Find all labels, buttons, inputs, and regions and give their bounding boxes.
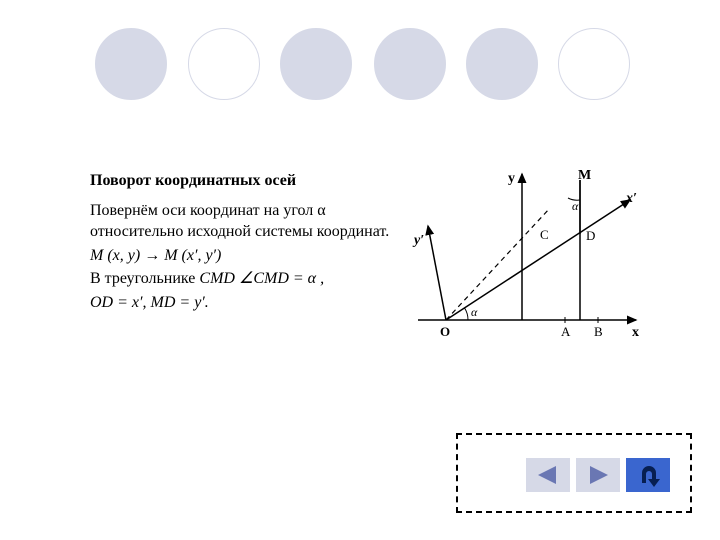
text-block: Поворот координатных осей Повернём оси к… (90, 170, 400, 316)
svg-text:O: O (440, 324, 450, 339)
svg-text:y: y (508, 171, 515, 186)
paragraph-2: В треугольнике CMD ∠CMD = α , (90, 268, 400, 290)
svg-text:α: α (572, 199, 579, 213)
angle-equation: ∠CMD = α , (235, 270, 324, 287)
svg-text:C: C (540, 227, 549, 242)
next-button[interactable] (576, 458, 620, 492)
svg-text:D: D (586, 228, 595, 243)
decor-circle-1 (95, 28, 167, 100)
paragraph-3: OD = x′, MD = y′. (90, 292, 400, 314)
triangle-name: CMD (199, 270, 235, 287)
svg-text:A: A (561, 324, 571, 339)
decor-circle-6 (558, 28, 630, 100)
svg-text:x′: x′ (625, 191, 637, 206)
svg-text:α: α (471, 305, 478, 319)
svg-text:B: B (594, 324, 603, 339)
decor-circle-4 (374, 28, 446, 100)
decor-circle-5 (466, 28, 538, 100)
decor-circle-2 (188, 28, 260, 100)
svg-text:y′: y′ (412, 233, 424, 248)
svg-text:x: x (632, 325, 639, 340)
nav-buttons (526, 458, 670, 492)
coordinate-diagram: y x Mx′ y′ C D O A Bα α (410, 170, 640, 360)
transform-formula: M (x, y) → M (x′, y′) (90, 245, 400, 267)
decor-circle-3 (280, 28, 352, 100)
paragraph-1: Повернём оси координат на угол α относит… (90, 200, 400, 243)
paragraph-2a: В треугольнике (90, 270, 199, 287)
return-button[interactable] (626, 458, 670, 492)
svg-text:M: M (578, 170, 591, 183)
prev-button[interactable] (526, 458, 570, 492)
decor-circles (0, 28, 720, 108)
nav-area (456, 433, 692, 513)
content-area: Поворот координатных осей Повернём оси к… (90, 170, 650, 360)
page-title: Поворот координатных осей (90, 170, 400, 192)
